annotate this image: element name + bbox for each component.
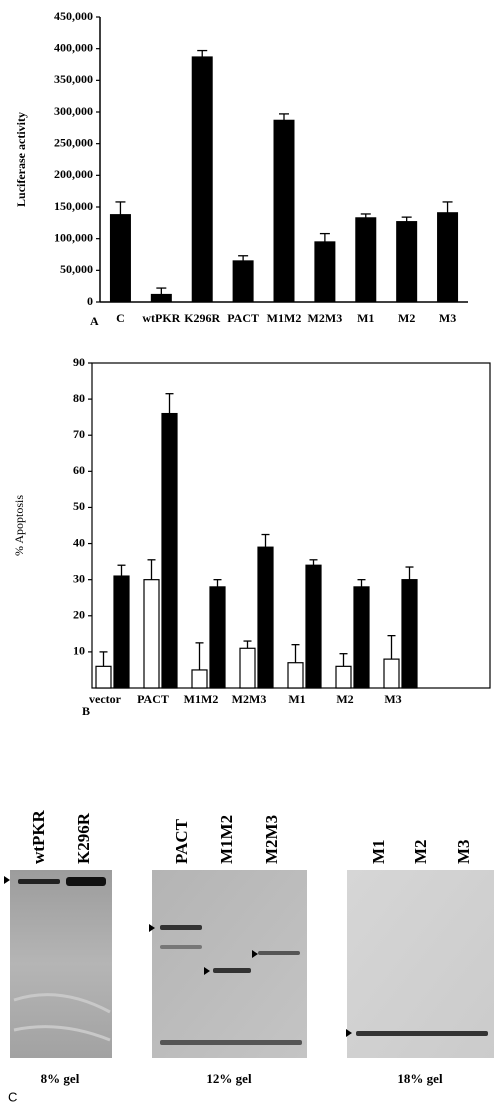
bar [274, 120, 294, 302]
figure: 0 50,000 100,000 150,000 200,000 250,000 300,0… [0, 0, 494, 1107]
gel-band [356, 1031, 488, 1036]
y-tick-label: 250,000 [54, 135, 93, 149]
y-axis-title: Luciferase activity [14, 112, 28, 207]
bar [288, 663, 303, 688]
x-tick-label: PACT [227, 311, 259, 325]
y-tick-label: 400,000 [54, 40, 93, 54]
panel-label: C [8, 1089, 17, 1104]
bar [356, 218, 376, 302]
x-tick-label: M1 [357, 311, 374, 325]
lane-label: M2M3 [262, 815, 281, 864]
y-tick-label: 30 [73, 571, 85, 585]
lane-label: M2 [411, 839, 430, 864]
gel-caption: 12% gel [206, 1071, 252, 1086]
panel-label: A [90, 314, 99, 328]
gel-images [4, 870, 494, 1058]
y-axis-title: % Apoptosis [12, 495, 26, 556]
gel-band [160, 925, 202, 930]
bar [210, 587, 225, 688]
bar [336, 666, 351, 688]
panel-label: B [82, 704, 90, 718]
gel-band [66, 877, 106, 886]
gel-band [160, 1040, 302, 1045]
arrowhead [4, 876, 10, 884]
x-tick-label: M2 [336, 692, 353, 706]
lane-label: K296R [74, 812, 93, 864]
bar [402, 580, 417, 688]
gel [10, 870, 112, 1058]
lane-label: M1 [369, 839, 388, 864]
gel-band [213, 968, 251, 973]
lane-label: PACT [172, 818, 191, 864]
y-tick-label: 50 [73, 499, 85, 513]
bar [162, 414, 177, 688]
x-tick-label: PACT [137, 692, 169, 706]
x-tick-label: M3 [384, 692, 401, 706]
gel [347, 870, 494, 1058]
x-tick-label: K296R [184, 311, 220, 325]
y-tick-label: 10 [73, 644, 85, 658]
bar [233, 261, 253, 302]
x-tick-label: vector [89, 692, 122, 706]
bar [384, 659, 399, 688]
bar [315, 242, 335, 302]
bar [240, 648, 255, 688]
y-tick-label: 350,000 [54, 72, 93, 86]
x-tick-label: M1 [288, 692, 305, 706]
bar [354, 587, 369, 688]
lane-label: wtPKR [29, 809, 48, 864]
x-tick-label: M1M2 [267, 311, 302, 325]
y-tick-label: 90 [73, 355, 85, 369]
y-tick-label: 100,000 [54, 230, 93, 244]
y-tick-label: 200,000 [54, 167, 93, 181]
x-tick-label: M2 [398, 311, 415, 325]
bar [96, 666, 111, 688]
lane-label: M3 [454, 839, 473, 864]
x-tick-label: M3 [439, 311, 456, 325]
gel-band [18, 879, 60, 884]
bar [306, 565, 321, 688]
y-tick-label: 60 [73, 463, 85, 477]
x-tick-label: M2M3 [232, 692, 267, 706]
y-tick-label: 40 [73, 535, 85, 549]
y-tick-label: 50,000 [60, 262, 93, 276]
y-tick-label: 80 [73, 391, 85, 405]
y-tick-label: 0 [87, 294, 93, 308]
bar [110, 215, 130, 302]
x-tick-label: M1M2 [184, 692, 219, 706]
bar [192, 57, 212, 302]
bar [258, 547, 273, 688]
lane-label: M1M2 [217, 815, 236, 864]
gel-caption: 8% gel [41, 1071, 80, 1086]
gel-band [160, 945, 202, 949]
y-tick-label: 20 [73, 608, 85, 622]
y-tick-label: 150,000 [54, 199, 93, 213]
y-tick-label: 450,000 [54, 9, 93, 23]
y-tick-label: 300,000 [54, 104, 93, 118]
bar [151, 294, 171, 302]
gel [152, 870, 307, 1058]
bar [397, 222, 417, 302]
gel-band [258, 951, 300, 955]
x-tick-label: wtPKR [142, 311, 180, 325]
gel-caption: 18% gel [397, 1071, 443, 1086]
x-tick-label: M2M3 [308, 311, 343, 325]
bar [438, 213, 458, 302]
x-tick-label: C [116, 311, 125, 325]
bar [114, 576, 129, 688]
y-tick-label: 70 [73, 427, 85, 441]
bar [144, 580, 159, 688]
bar [192, 670, 207, 688]
